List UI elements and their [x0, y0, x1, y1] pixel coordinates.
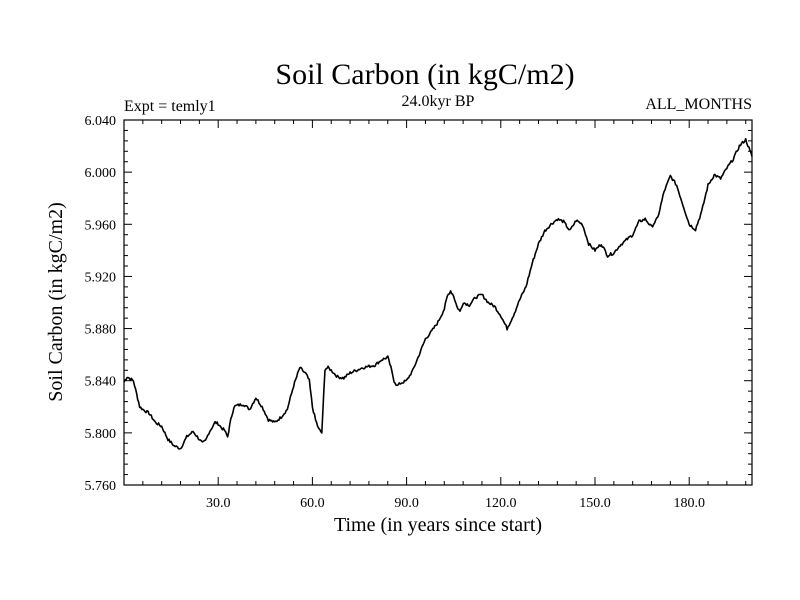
series-line [123, 137, 753, 450]
y-tick-label: 5.840 [85, 375, 117, 390]
x-tick-label: 150.0 [579, 496, 611, 511]
axis-ticks [124, 120, 752, 485]
y-tick-label: 5.960 [85, 218, 117, 233]
y-tick-label: 5.800 [85, 427, 117, 442]
x-tick-labels: 30.0 60.0 90.0 120.0 150.0 180.0 [206, 496, 705, 511]
x-axis-label: Time (in years since start) [334, 514, 542, 536]
y-tick-label: 5.880 [85, 323, 117, 338]
experiment-label: Expt = temly1 [124, 98, 216, 115]
x-tick-label: 30.0 [206, 496, 231, 511]
y-axis-label: Soil Carbon (in kgC/m2) [45, 202, 67, 401]
plot-frame [123, 119, 753, 486]
y-tick-labels: 5.760 5.800 5.840 5.880 5.920 5.960 6.000 6.040 [85, 114, 117, 494]
y-tick-label: 6.040 [85, 114, 117, 129]
x-tick-label: 60.0 [300, 496, 325, 511]
x-tick-label: 180.0 [673, 496, 705, 511]
chart-title: Soil Carbon (in kgC/m2) [275, 58, 574, 91]
x-tick-label: 90.0 [394, 496, 419, 511]
y-tick-label: 6.000 [85, 166, 117, 181]
y-tick-label: 5.920 [85, 270, 117, 285]
x-tick-label: 120.0 [485, 496, 517, 511]
period-label: 24.0kyr BP [402, 93, 475, 110]
y-tick-label: 5.760 [85, 479, 117, 494]
months-label: ALL_MONTHS [645, 96, 752, 113]
